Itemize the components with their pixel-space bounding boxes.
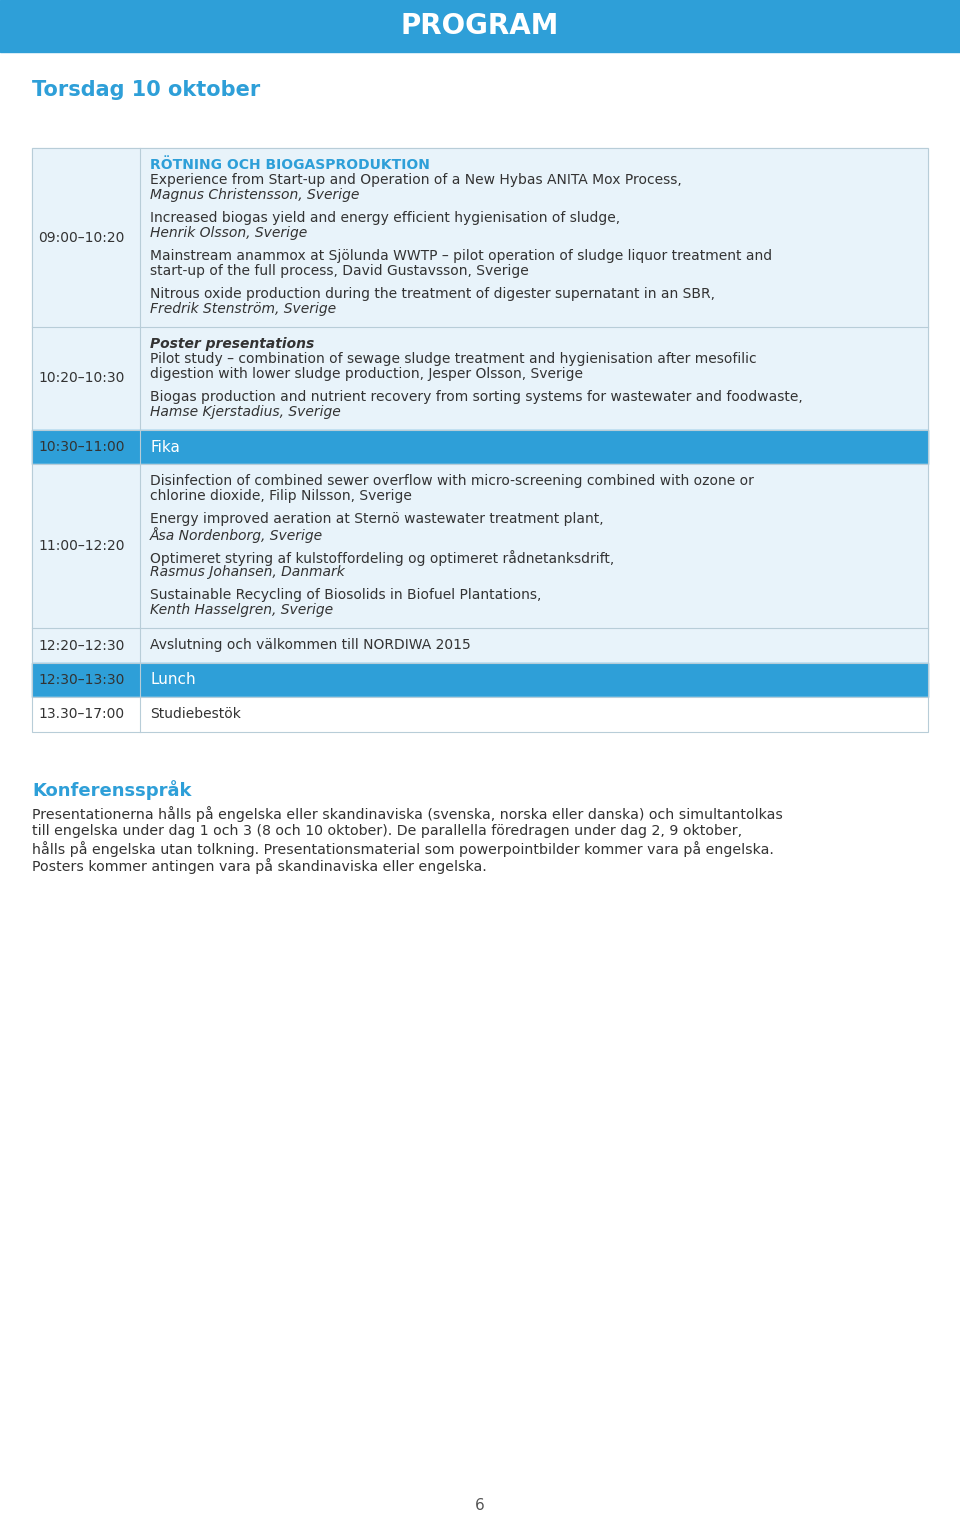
Text: Biogas production and nutrient recovery from sorting systems for wastewater and : Biogas production and nutrient recovery … [150,390,803,403]
Bar [0,0,960,52]
Text: 12:20–12:30: 12:20–12:30 [38,639,125,653]
Text: Mainstream anammox at Sjölunda WWTP – pilot operation of sludge liquor treatment: Mainstream anammox at Sjölunda WWTP – pi… [150,250,772,263]
Bar [32,148,928,327]
Text: digestion with lower sludge production, Jesper Olsson, Sverige: digestion with lower sludge production, … [150,367,583,380]
Bar [32,431,928,464]
Text: RÖTNING OCH BIOGASPRODUKTION: RÖTNING OCH BIOGASPRODUKTION [150,158,430,172]
Text: Fredrik Stenström, Sverige: Fredrik Stenström, Sverige [150,301,336,317]
Bar [32,148,928,732]
Text: 6: 6 [475,1498,485,1513]
Bar [32,464,928,629]
Text: Experience from Start-up and Operation of a New Hybas ANITA Mox Process,: Experience from Start-up and Operation o… [150,174,682,187]
Text: Presentationerna hålls på engelska eller skandinaviska (svenska, norska eller da: Presentationerna hålls på engelska eller… [32,807,782,822]
Text: Disinfection of combined sewer overflow with micro-screening combined with ozone: Disinfection of combined sewer overflow … [150,473,754,489]
Text: Magnus Christensson, Sverige: Magnus Christensson, Sverige [150,189,359,202]
Text: 10:20–10:30: 10:20–10:30 [38,371,125,385]
Text: Studiebestök: Studiebestök [150,708,241,721]
Text: hålls på engelska utan tolkning. Presentationsmaterial som powerpointbilder komm: hålls på engelska utan tolkning. Present… [32,842,774,857]
Text: Konferensspråk: Konferensspråk [32,779,191,801]
Text: Increased biogas yield and energy efficient hygienisation of sludge,: Increased biogas yield and energy effici… [150,212,620,225]
Text: chlorine dioxide, Filip Nilsson, Sverige: chlorine dioxide, Filip Nilsson, Sverige [150,489,412,502]
Text: Energy improved aeration at Sternö wastewater treatment plant,: Energy improved aeration at Sternö waste… [150,511,604,527]
Text: Lunch: Lunch [150,673,196,688]
Text: 09:00–10:20: 09:00–10:20 [38,230,125,245]
Text: 12:30–13:30: 12:30–13:30 [38,673,125,686]
Text: Hamse Kjerstadius, Sverige: Hamse Kjerstadius, Sverige [150,405,341,419]
Text: Åsa Nordenborg, Sverige: Åsa Nordenborg, Sverige [150,527,324,543]
Text: Torsdag 10 oktober: Torsdag 10 oktober [32,81,260,100]
Text: Posters kommer antingen vara på skandinaviska eller engelska.: Posters kommer antingen vara på skandina… [32,858,487,875]
Text: 10:30–11:00: 10:30–11:00 [38,440,125,454]
Text: PROGRAM: PROGRAM [401,12,559,40]
Bar [32,629,928,664]
Text: Pilot study – combination of sewage sludge treatment and hygienisation after mes: Pilot study – combination of sewage slud… [150,352,756,365]
Text: Optimeret styring af kulstoffordeling og optimeret rådnetanksdrift,: Optimeret styring af kulstoffordeling og… [150,549,614,566]
Bar [32,664,928,697]
Text: start-up of the full process, David Gustavsson, Sverige: start-up of the full process, David Gust… [150,263,529,279]
Text: Fika: Fika [150,440,180,455]
Text: Rasmus Johansen, Danmark: Rasmus Johansen, Danmark [150,565,345,578]
Text: Kenth Hasselgren, Sverige: Kenth Hasselgren, Sverige [150,603,333,616]
Bar [32,327,928,431]
Text: Poster presentations: Poster presentations [150,336,314,352]
Text: till engelska under dag 1 och 3 (8 och 10 oktober). De parallella föredragen und: till engelska under dag 1 och 3 (8 och 1… [32,823,742,837]
Bar [32,697,928,732]
Text: Sustainable Recycling of Biosolids in Biofuel Plantations,: Sustainable Recycling of Biosolids in Bi… [150,587,541,603]
Text: 13.30–17:00: 13.30–17:00 [38,708,124,721]
Text: 11:00–12:20: 11:00–12:20 [38,539,125,552]
Text: Henrik Olsson, Sverige: Henrik Olsson, Sverige [150,225,307,240]
Text: Nitrous oxide production during the treatment of digester supernatant in an SBR,: Nitrous oxide production during the trea… [150,288,715,301]
Text: Avslutning och välkommen till NORDIWA 2015: Avslutning och välkommen till NORDIWA 20… [150,638,470,651]
